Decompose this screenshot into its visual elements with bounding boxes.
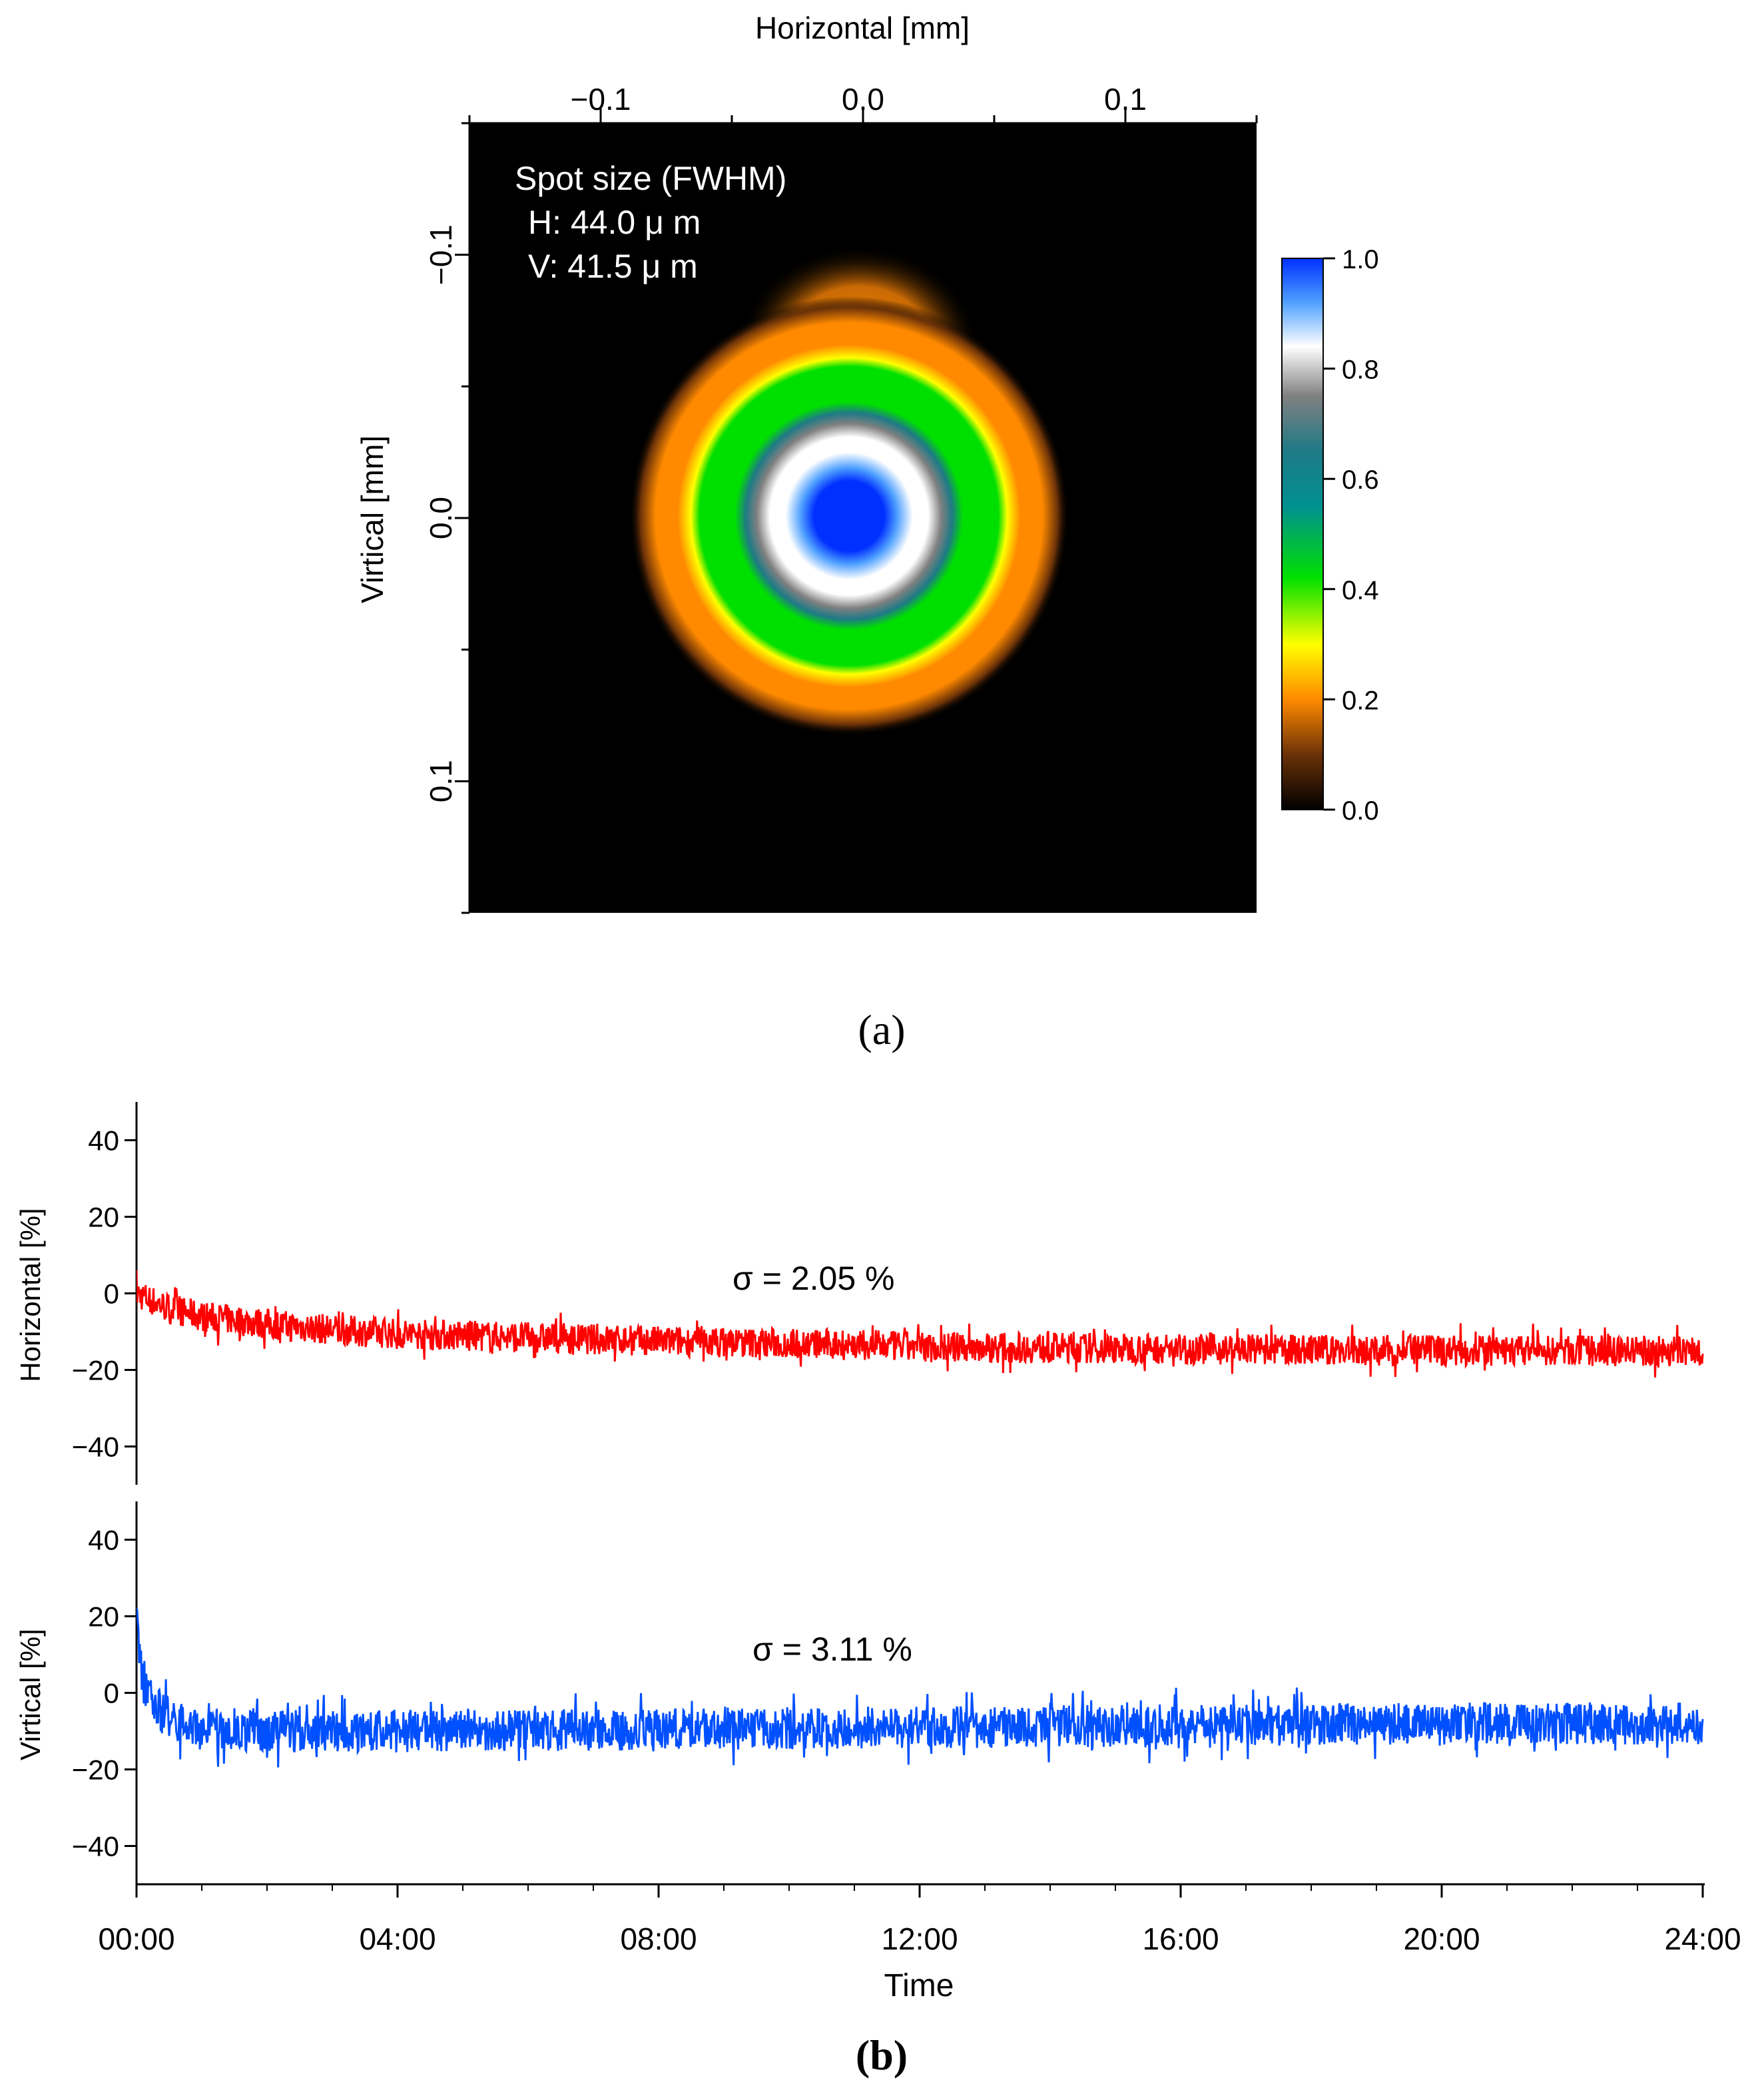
heatmap-x-tick-label: −0.1 — [571, 82, 631, 117]
colorbar-tick-label: 0.6 — [1342, 465, 1379, 495]
time-tick-label: 08:00 — [620, 1922, 697, 1956]
horizontal-y-ticks: 40 20 0 −20 −40 — [72, 1125, 137, 1463]
heatmap-y-tick-label: 0.0 — [424, 497, 458, 539]
colorbar: 0.0 0.2 0.4 0.6 0.8 1.0 — [1281, 245, 1379, 826]
time-x-ticks: 00:00 04:00 08:00 12:00 16:00 20:00 24:00 — [98, 1884, 1741, 1956]
y-tick-label: −40 — [72, 1432, 119, 1463]
subplot-horizontal: 40 20 0 −20 −40 Horizontal [%] σ = 2.05 % — [15, 1102, 1704, 1485]
annotation-title: Spot size (FWHM) — [515, 160, 786, 197]
y-tick-label: 40 — [88, 1525, 119, 1556]
time-tick-label: 00:00 — [98, 1922, 174, 1956]
time-tick-label: 04:00 — [359, 1922, 436, 1956]
horizontal-series-line — [137, 1270, 1704, 1378]
y-tick-label: −20 — [72, 1754, 119, 1786]
colorbar-tick-label: 0.0 — [1342, 796, 1379, 826]
heatmap-y-tick-label: 0.1 — [424, 760, 458, 802]
vertical-y-axis-title: Virtical [%] — [15, 1629, 46, 1760]
heatmap-y-tick-label: −0.1 — [424, 224, 458, 285]
annotation-fwhm-h: H: 44.0 μ m — [528, 204, 701, 241]
vertical-sigma-label: σ = 3.11 % — [752, 1631, 912, 1668]
subplot-vertical: 40 20 0 −20 −40 Virtical [%] σ = 3.11 % — [15, 1501, 1704, 1884]
panel-label-b: (b) — [856, 2031, 908, 2079]
colorbar-frame — [1281, 258, 1324, 810]
y-tick-label: 0 — [104, 1678, 119, 1709]
horizontal-y-axis-title: Horizontal [%] — [15, 1208, 46, 1382]
horizontal-sigma-label: σ = 2.05 % — [733, 1260, 895, 1297]
colorbar-ticks: 0.0 0.2 0.4 0.6 0.8 1.0 — [1281, 245, 1379, 826]
colorbar-tick-label: 0.8 — [1342, 356, 1379, 385]
heatmap-y-ticks: −0.1 0.0 0.1 — [424, 122, 471, 914]
time-tick-label: 12:00 — [881, 1922, 958, 1956]
time-tick-label: 24:00 — [1664, 1922, 1741, 1956]
y-tick-label: −20 — [72, 1355, 119, 1386]
heatmap-x-axis-title: Horizontal [mm] — [755, 11, 970, 45]
heatmap-spot — [629, 296, 1069, 736]
heatmap-x-tick-label: 0.0 — [842, 82, 884, 117]
heatmap-x-tick-label: 0.1 — [1104, 82, 1147, 117]
time-tick-label: 16:00 — [1142, 1922, 1219, 1956]
annotation-fwhm-v: V: 41.5 μ m — [528, 248, 698, 285]
colorbar-tick-label: 1.0 — [1342, 245, 1379, 274]
y-tick-label: 0 — [104, 1278, 119, 1310]
vertical-y-ticks: 40 20 0 −20 −40 — [72, 1525, 137, 1862]
panel-label-a: (a) — [858, 1006, 905, 1053]
y-tick-label: 20 — [88, 1202, 119, 1233]
heatmap-x-ticks: −0.1 0.0 0.1 — [468, 82, 1258, 125]
colorbar-tick-label: 0.4 — [1342, 576, 1379, 605]
time-x-axis-title: Time — [884, 1968, 954, 2003]
y-tick-label: 20 — [88, 1601, 119, 1633]
y-tick-label: −40 — [72, 1831, 119, 1862]
time-tick-label: 20:00 — [1403, 1922, 1480, 1956]
spot-size-annotation: Spot size (FWHM) H: 44.0 μ m V: 41.5 μ m — [515, 160, 786, 285]
vertical-series-line — [137, 1607, 1704, 1768]
panel-b-timeseries: 40 20 0 −20 −40 Horizontal [%] σ = 2.05 % 40… — [15, 1102, 1741, 2079]
y-tick-label: 40 — [88, 1125, 119, 1157]
colorbar-tick-label: 0.2 — [1342, 686, 1379, 715]
colorbar-gradient — [1282, 258, 1323, 810]
panel-a-heatmap: Horizontal [mm] −0.1 0.0 0.1 Virtical [mm]… — [355, 11, 1379, 1053]
heatmap-y-axis-title: Virtical [mm] — [355, 435, 390, 603]
